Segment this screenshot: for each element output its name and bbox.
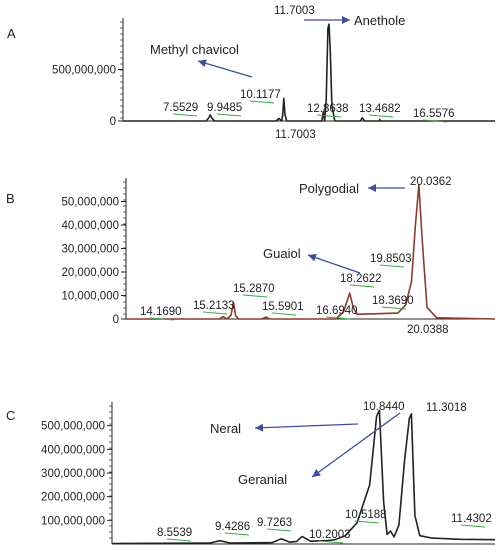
y-tick-label: 200,000,000 [41,492,105,504]
chromatogram-trace [123,23,495,122]
y-tick-label: 100,000,000 [41,515,105,527]
peak-label: 16.5576 [413,108,455,120]
peak-label-leader [216,113,242,117]
peak-label-leader [349,284,375,288]
peak-label: 20.0362 [410,176,452,188]
peak-label: 18.2622 [340,273,382,285]
peak-label: 9.4286 [215,521,250,533]
annotation-arrowhead [198,59,207,68]
peak-label: 19.8503 [370,253,412,265]
peak-label: 11.4302 [451,513,492,525]
y-tick-label: 300,000,000 [41,468,105,480]
annotation-arrow [254,423,359,429]
y-tick-label: 30,000,000 [61,244,119,256]
chromatogram-trace [126,184,496,320]
compound-label: Methyl chavicol [150,42,239,57]
peak-label-leader [271,312,297,316]
peak-label-leader [149,317,175,321]
annotation-arrow [307,254,361,274]
peak-label-leader [325,316,351,320]
peak-label: 11.7003 [275,129,316,141]
peak-label: 10.5188 [345,509,387,521]
annotation-arrowhead [312,469,321,477]
y-tick-label: 20,000,000 [61,267,119,279]
y-tick-label: 500,000,000 [52,65,116,77]
peak-label: 9.9485 [207,102,242,114]
peak-label: 10.2003 [309,529,351,541]
compound-label: Geranial [238,472,287,487]
y-tick-label: 0 [110,116,116,128]
peak-label: 16.6940 [316,305,358,317]
annotation-arrowhead [308,253,317,262]
peak-label: 9.7263 [257,517,292,529]
peak-label: 15.5901 [262,301,304,313]
y-tick-label: 10,000,000 [61,291,119,303]
annotation-arrowhead [255,423,264,432]
peak-label-leader [379,264,405,268]
peak-label: 13.4682 [359,103,401,115]
peak-label-leader [354,520,380,524]
annotation-arrowhead [368,184,376,192]
peak-label-leader [202,311,228,315]
y-tick-label: 40,000,000 [61,220,119,232]
peak-label: 20.0388 [407,324,449,336]
compound-label: Anethole [354,13,405,28]
peak-label: 15.2133 [193,300,235,312]
peak-label-leader [166,538,192,542]
peak-label-leader [318,540,344,544]
panel-c: C 100,000,000 200,000,000 300,000,000 400,00… [6,401,496,545]
peak-label: 7.5529 [163,102,198,114]
peak-label: 10.1177 [240,89,281,101]
annotation-arrow [197,60,253,78]
peak-label: 11.7003 [274,5,315,17]
compound-label: Guaiol [263,246,301,261]
peak-label-leader [172,113,198,117]
peak-label-leader [381,306,407,310]
panel-b: B 0 10,000,000 20,000,000 30,000,000 40,000,0… [6,176,496,336]
peak-label-leader [368,114,394,118]
annotation-arrowhead [342,16,350,24]
chromatogram-trace [111,409,496,545]
y-tick-label: 0 [113,314,119,326]
peak-label-leader [224,532,250,536]
peak-label-leader [460,524,486,528]
peak-label: 8.5539 [157,527,192,539]
peak-label: 15.2870 [233,283,275,295]
peak-label-leader [266,528,292,532]
peak-label-leader [249,100,275,104]
y-tick-label: 400,000,000 [41,444,105,456]
peak-label: 11.3018 [426,402,467,414]
panel-letter: A [7,26,16,41]
compound-label: Neral [210,421,241,436]
y-tick-label: 500,000,000 [41,421,105,433]
y-tick-label: 50,000,000 [61,197,119,209]
peak-label: 18.3690 [372,295,414,307]
peak-label: 14.1690 [140,306,182,318]
panel-letter: B [6,191,15,206]
peak-label-leader [242,294,268,298]
peak-label-leader [316,114,342,118]
peak-label: 12.8638 [307,103,349,115]
peak-label-leader [422,119,448,123]
compound-label: Polygodial [299,181,359,196]
peak-label: 10.8440 [363,401,405,413]
panel-letter: C [6,408,15,423]
annotation-arrow [311,412,401,478]
